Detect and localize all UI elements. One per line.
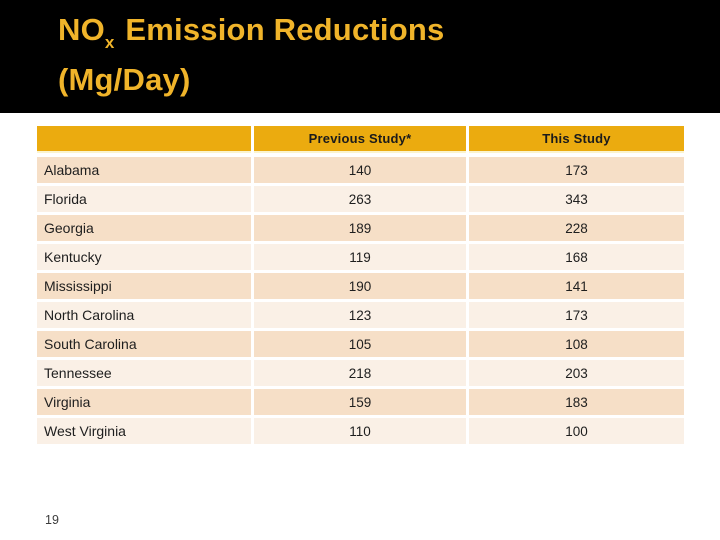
table-row: Mississippi 190 141 (37, 273, 684, 299)
table-row: North Carolina 123 173 (37, 302, 684, 328)
state-cell: Mississippi (37, 273, 251, 299)
column-header-previous-study: Previous Study* (254, 126, 466, 153)
previous-study-cell: 159 (254, 389, 466, 415)
title-suffix: Emission Reductions (116, 12, 445, 47)
state-cell: West Virginia (37, 418, 251, 444)
previous-study-cell: 263 (254, 186, 466, 212)
previous-study-cell: 119 (254, 244, 466, 270)
table-row: Tennessee 218 203 (37, 360, 684, 386)
table-row: West Virginia 110 100 (37, 418, 684, 444)
table-header-row: Previous Study* This Study (37, 126, 684, 153)
title-banner: NOx Emission Reductions (Mg/Day) (0, 0, 720, 113)
this-study-cell: 173 (469, 157, 684, 183)
table-row: Georgia 189 228 (37, 215, 684, 241)
previous-study-cell: 189 (254, 215, 466, 241)
state-cell: Virginia (37, 389, 251, 415)
column-header-state (37, 126, 251, 153)
title-prefix: NO (58, 12, 105, 47)
this-study-cell: 183 (469, 389, 684, 415)
state-cell: Florida (37, 186, 251, 212)
this-study-cell: 203 (469, 360, 684, 386)
column-header-this-study: This Study (469, 126, 684, 153)
state-cell: Alabama (37, 157, 251, 183)
table-body: Alabama 140 173 Florida 263 343 Georgia … (37, 157, 684, 444)
table-row: South Carolina 105 108 (37, 331, 684, 357)
previous-study-cell: 218 (254, 360, 466, 386)
this-study-cell: 343 (469, 186, 684, 212)
state-cell: Kentucky (37, 244, 251, 270)
this-study-cell: 168 (469, 244, 684, 270)
table-row: Kentucky 119 168 (37, 244, 684, 270)
previous-study-cell: 110 (254, 418, 466, 444)
slide-title: NOx Emission Reductions (Mg/Day) (58, 7, 444, 102)
title-subscript: x (104, 32, 115, 52)
previous-study-cell: 190 (254, 273, 466, 299)
this-study-cell: 100 (469, 418, 684, 444)
state-cell: South Carolina (37, 331, 251, 357)
table-row: Virginia 159 183 (37, 389, 684, 415)
state-cell: North Carolina (37, 302, 251, 328)
this-study-cell: 141 (469, 273, 684, 299)
previous-study-cell: 105 (254, 331, 466, 357)
previous-study-cell: 123 (254, 302, 466, 328)
this-study-cell: 228 (469, 215, 684, 241)
emissions-table: Previous Study* This Study Alabama 140 1… (37, 126, 684, 447)
this-study-cell: 108 (469, 331, 684, 357)
title-line1: NOx Emission Reductions (58, 12, 445, 52)
previous-study-cell: 140 (254, 157, 466, 183)
this-study-cell: 173 (469, 302, 684, 328)
state-cell: Tennessee (37, 360, 251, 386)
table-row: Florida 263 343 (37, 186, 684, 212)
table-row: Alabama 140 173 (37, 157, 684, 183)
state-cell: Georgia (37, 215, 251, 241)
page-number: 19 (45, 513, 59, 527)
title-line2: (Mg/Day) (58, 62, 191, 97)
